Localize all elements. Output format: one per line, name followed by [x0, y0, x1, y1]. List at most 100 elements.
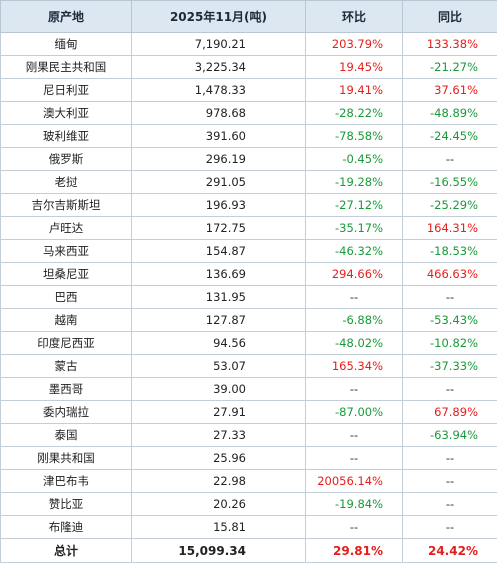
yoy-cell: --: [402, 285, 497, 309]
table-row: 赞比亚 20.26 -19.84% --: [0, 492, 497, 516]
mom-cell: -46.32%: [305, 239, 403, 263]
mom-cell: 165.34%: [305, 354, 403, 378]
mom-cell: -28.22%: [305, 101, 403, 125]
origin-cell: 墨西哥: [0, 377, 132, 401]
table-row: 玻利维亚 391.60 -78.58% -24.45%: [0, 124, 497, 148]
volume-cell: 136.69: [131, 262, 306, 286]
table-footer: 总计 15,099.34 29.81% 24.42%: [0, 538, 497, 563]
origin-data-table: 原产地 2025年11月(吨) 环比 同比 缅甸 7,190.21 203.79% 1…: [0, 0, 497, 563]
table-row: 津巴布韦 22.98 20056.14% --: [0, 469, 497, 493]
table-row: 刚果民主共和国 3,225.34 19.45% -21.27%: [0, 55, 497, 79]
header-yoy: 同比: [402, 0, 497, 33]
origin-cell: 坦桑尼亚: [0, 262, 132, 286]
table-row: 老挝 291.05 -19.28% -16.55%: [0, 170, 497, 194]
mom-cell: 19.45%: [305, 55, 403, 79]
header-mom: 环比: [305, 0, 403, 33]
table-body: 缅甸 7,190.21 203.79% 133.38% 刚果民主共和国 3,225.34 1…: [0, 32, 497, 539]
yoy-cell: -53.43%: [402, 308, 497, 332]
yoy-cell: -18.53%: [402, 239, 497, 263]
mom-cell: --: [305, 446, 403, 470]
yoy-cell: -24.45%: [402, 124, 497, 148]
yoy-cell: 37.61%: [402, 78, 497, 102]
mom-cell: -6.88%: [305, 308, 403, 332]
volume-cell: 22.98: [131, 469, 306, 493]
header-origin: 原产地: [0, 0, 132, 33]
table-row: 尼日利亚 1,478.33 19.41% 37.61%: [0, 78, 497, 102]
table-row: 蒙古 53.07 165.34% -37.33%: [0, 354, 497, 378]
origin-cell: 泰国: [0, 423, 132, 447]
volume-cell: 94.56: [131, 331, 306, 355]
origin-cell: 尼日利亚: [0, 78, 132, 102]
table-row: 俄罗斯 296.19 -0.45% --: [0, 147, 497, 171]
mom-cell: -19.28%: [305, 170, 403, 194]
volume-cell: 15.81: [131, 515, 306, 539]
mom-cell: 19.41%: [305, 78, 403, 102]
volume-cell: 1,478.33: [131, 78, 306, 102]
yoy-cell: 67.89%: [402, 400, 497, 424]
yoy-cell: 133.38%: [402, 32, 497, 56]
origin-cell: 巴西: [0, 285, 132, 309]
yoy-cell: --: [402, 147, 497, 171]
volume-cell: 296.19: [131, 147, 306, 171]
mom-cell: -27.12%: [305, 193, 403, 217]
total-row: 总计 15,099.34 29.81% 24.42%: [0, 538, 497, 563]
origin-cell: 布隆迪: [0, 515, 132, 539]
yoy-cell: 164.31%: [402, 216, 497, 240]
origin-cell: 卢旺达: [0, 216, 132, 240]
table-row: 刚果共和国 25.96 -- --: [0, 446, 497, 470]
origin-cell: 赞比亚: [0, 492, 132, 516]
volume-cell: 172.75: [131, 216, 306, 240]
origin-cell: 越南: [0, 308, 132, 332]
header-volume: 2025年11月(吨): [131, 0, 306, 33]
mom-cell: 294.66%: [305, 262, 403, 286]
origin-cell: 委内瑞拉: [0, 400, 132, 424]
yoy-cell: --: [402, 492, 497, 516]
yoy-cell: -10.82%: [402, 331, 497, 355]
origin-cell: 津巴布韦: [0, 469, 132, 493]
table-row: 泰国 27.33 -- -63.94%: [0, 423, 497, 447]
yoy-cell: -21.27%: [402, 55, 497, 79]
mom-cell: --: [305, 377, 403, 401]
table-row: 坦桑尼亚 136.69 294.66% 466.63%: [0, 262, 497, 286]
table-row: 委内瑞拉 27.91 -87.00% 67.89%: [0, 400, 497, 424]
origin-cell: 蒙古: [0, 354, 132, 378]
volume-cell: 391.60: [131, 124, 306, 148]
volume-cell: 3,225.34: [131, 55, 306, 79]
origin-cell: 刚果共和国: [0, 446, 132, 470]
total-mom: 29.81%: [305, 538, 403, 563]
table-row: 澳大利亚 978.68 -28.22% -48.89%: [0, 101, 497, 125]
volume-cell: 25.96: [131, 446, 306, 470]
table-row: 巴西 131.95 -- --: [0, 285, 497, 309]
yoy-cell: --: [402, 469, 497, 493]
mom-cell: 20056.14%: [305, 469, 403, 493]
yoy-cell: --: [402, 515, 497, 539]
volume-cell: 27.33: [131, 423, 306, 447]
origin-cell: 俄罗斯: [0, 147, 132, 171]
table-row: 缅甸 7,190.21 203.79% 133.38%: [0, 32, 497, 56]
volume-cell: 53.07: [131, 354, 306, 378]
yoy-cell: -48.89%: [402, 101, 497, 125]
volume-cell: 154.87: [131, 239, 306, 263]
table-row: 吉尔吉斯斯坦 196.93 -27.12% -25.29%: [0, 193, 497, 217]
total-label: 总计: [0, 538, 132, 563]
table-row: 越南 127.87 -6.88% -53.43%: [0, 308, 497, 332]
mom-cell: -48.02%: [305, 331, 403, 355]
table-row: 墨西哥 39.00 -- --: [0, 377, 497, 401]
mom-cell: --: [305, 423, 403, 447]
volume-cell: 27.91: [131, 400, 306, 424]
yoy-cell: -37.33%: [402, 354, 497, 378]
mom-cell: --: [305, 285, 403, 309]
total-volume: 15,099.34: [131, 538, 306, 563]
volume-cell: 291.05: [131, 170, 306, 194]
total-yoy: 24.42%: [402, 538, 497, 563]
table-row: 卢旺达 172.75 -35.17% 164.31%: [0, 216, 497, 240]
volume-cell: 131.95: [131, 285, 306, 309]
table-header: 原产地 2025年11月(吨) 环比 同比: [0, 0, 497, 33]
origin-cell: 缅甸: [0, 32, 132, 56]
yoy-cell: -25.29%: [402, 193, 497, 217]
volume-cell: 39.00: [131, 377, 306, 401]
table-row: 印度尼西亚 94.56 -48.02% -10.82%: [0, 331, 497, 355]
mom-cell: -35.17%: [305, 216, 403, 240]
mom-cell: --: [305, 515, 403, 539]
yoy-cell: --: [402, 446, 497, 470]
